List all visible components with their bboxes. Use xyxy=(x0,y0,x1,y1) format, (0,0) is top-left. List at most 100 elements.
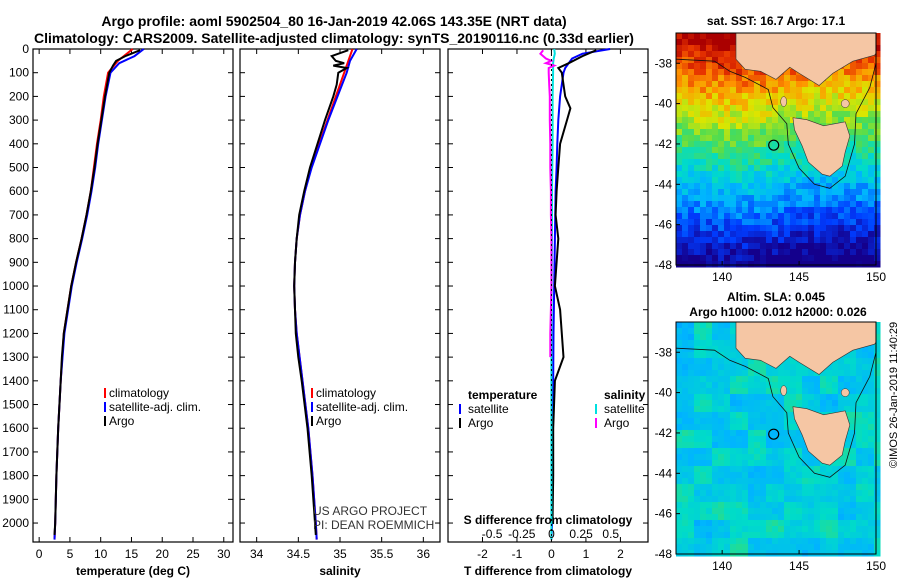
map-cell xyxy=(694,255,701,262)
map-cell xyxy=(736,165,743,172)
map-cell xyxy=(814,376,821,383)
map-cell xyxy=(742,496,749,503)
map-cell xyxy=(724,81,731,88)
map-cell xyxy=(874,45,881,52)
map-cell xyxy=(862,207,869,214)
map-cell xyxy=(874,430,881,437)
map-cell xyxy=(748,442,755,449)
map-cell xyxy=(766,412,773,419)
map-cell xyxy=(778,394,785,401)
map-cell xyxy=(790,550,797,557)
map-cell xyxy=(718,508,725,515)
map-cell xyxy=(832,382,839,389)
map-cell xyxy=(736,147,743,154)
map-cell xyxy=(832,520,839,527)
map-cell xyxy=(712,346,719,353)
map-cell xyxy=(844,496,851,503)
map-cell xyxy=(874,346,881,353)
map-cell xyxy=(736,436,743,443)
map-cell xyxy=(796,249,803,256)
map-cell xyxy=(706,376,713,383)
map-cell xyxy=(742,159,749,166)
map-cell xyxy=(736,207,743,214)
map-cell xyxy=(802,249,809,256)
map-cell xyxy=(688,418,695,425)
map-cell xyxy=(730,484,737,491)
map-cell xyxy=(682,544,689,551)
map-cell xyxy=(850,550,857,557)
map-cell xyxy=(700,538,707,545)
map-cell xyxy=(784,496,791,503)
map-cell xyxy=(850,159,857,166)
map-cell xyxy=(868,382,875,389)
map-cell xyxy=(796,99,803,106)
map-cell xyxy=(778,454,785,461)
map-cell xyxy=(844,478,851,485)
map-cell xyxy=(766,165,773,172)
map-cell xyxy=(874,117,881,124)
map-cell xyxy=(694,502,701,509)
map-cell xyxy=(856,484,863,491)
map-cell xyxy=(748,370,755,377)
map-cell xyxy=(754,135,761,142)
map-cell xyxy=(730,159,737,166)
map-cell xyxy=(784,177,791,184)
map-cell xyxy=(790,394,797,401)
map-cell xyxy=(712,111,719,118)
map-cell xyxy=(676,159,683,166)
map-cell xyxy=(850,261,857,268)
map-cell xyxy=(724,472,731,479)
map-cell xyxy=(820,406,827,413)
map-cell xyxy=(796,448,803,455)
map-cell xyxy=(808,261,815,268)
map-cell xyxy=(874,376,881,383)
map-cell xyxy=(826,243,833,250)
map-cell xyxy=(808,213,815,220)
map-cell xyxy=(772,472,779,479)
map-cell xyxy=(808,496,815,503)
map-cell xyxy=(784,111,791,118)
map-cell xyxy=(676,111,683,118)
x-tick-label: 36 xyxy=(417,547,431,561)
map-cell xyxy=(718,412,725,419)
map-cell xyxy=(826,93,833,100)
map-cell xyxy=(856,532,863,539)
map-cell xyxy=(736,255,743,262)
map-cell xyxy=(712,105,719,112)
map-cell xyxy=(760,388,767,395)
map-cell xyxy=(676,346,683,353)
map-cell xyxy=(844,123,851,130)
map-cell xyxy=(802,382,809,389)
map-cell xyxy=(706,51,713,58)
y-tick-label: 1900 xyxy=(2,492,29,506)
map-cell xyxy=(676,219,683,226)
map-cell xyxy=(706,490,713,497)
map-cell xyxy=(808,472,815,479)
map-cell xyxy=(868,526,875,533)
map-cell xyxy=(874,213,881,220)
map-cell xyxy=(748,532,755,539)
map-cell xyxy=(844,406,851,413)
map-cell xyxy=(844,472,851,479)
map-cell xyxy=(706,63,713,70)
map-cell xyxy=(766,490,773,497)
map-cell xyxy=(868,111,875,118)
series-s-satellite xyxy=(550,48,556,540)
map-cell xyxy=(724,388,731,395)
map-cell xyxy=(676,376,683,383)
map-cell xyxy=(874,370,881,377)
map-cell xyxy=(796,231,803,238)
map-cell xyxy=(796,472,803,479)
map-cell xyxy=(760,135,767,142)
map-cell xyxy=(844,255,851,262)
map-cell xyxy=(706,33,713,40)
map-cell xyxy=(718,63,725,70)
map-cell xyxy=(694,249,701,256)
map-cell xyxy=(736,352,743,359)
map-cell xyxy=(772,153,779,160)
map-cell xyxy=(682,75,689,82)
map-cell xyxy=(694,448,701,455)
map-cell xyxy=(778,448,785,455)
map-cell xyxy=(730,418,737,425)
map-cell xyxy=(850,81,857,88)
